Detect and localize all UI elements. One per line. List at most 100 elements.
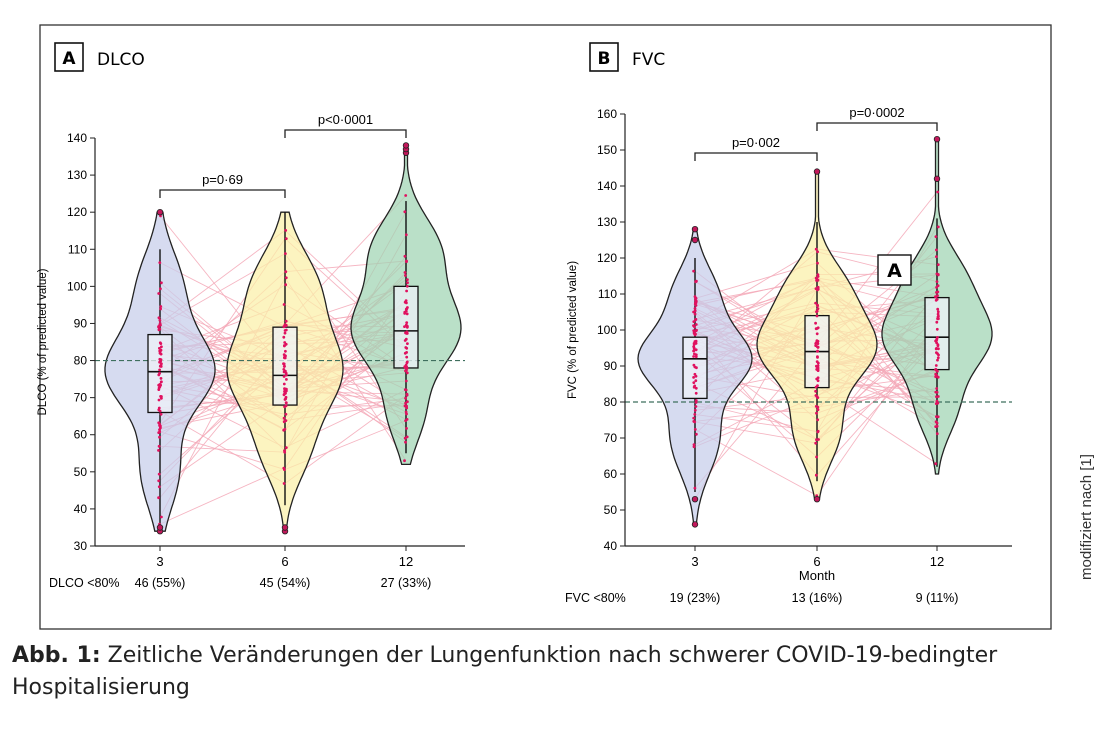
data-point bbox=[936, 358, 939, 362]
data-point bbox=[282, 303, 286, 306]
data-point bbox=[284, 371, 288, 375]
data-point bbox=[816, 345, 820, 349]
data-point bbox=[160, 345, 163, 349]
x-tick-label: 3 bbox=[156, 554, 163, 569]
data-point bbox=[935, 327, 939, 331]
y-tick-label: 80 bbox=[604, 395, 618, 409]
data-point bbox=[282, 482, 286, 485]
y-tick-label: 60 bbox=[74, 428, 88, 442]
data-point bbox=[815, 360, 819, 363]
data-point bbox=[934, 298, 938, 302]
outlier-point bbox=[813, 168, 821, 175]
caption-text: Zeitliche Veränderungen der Lungenfunkti… bbox=[12, 643, 998, 700]
data-point bbox=[283, 331, 287, 335]
data-point bbox=[692, 445, 696, 449]
data-point bbox=[935, 280, 939, 283]
data-point bbox=[157, 479, 161, 483]
data-point bbox=[157, 373, 161, 377]
data-point bbox=[158, 435, 161, 439]
data-point bbox=[284, 328, 288, 332]
data-point bbox=[284, 283, 288, 287]
y-axis-label: FVC (% of predicted value) bbox=[567, 261, 579, 399]
data-point bbox=[816, 261, 819, 265]
data-point bbox=[158, 319, 162, 322]
data-point bbox=[692, 443, 696, 446]
data-point bbox=[282, 365, 286, 368]
data-point bbox=[157, 398, 161, 402]
data-point bbox=[936, 190, 940, 194]
table-row-label: FVC <80% bbox=[565, 591, 626, 605]
data-point bbox=[693, 352, 696, 356]
data-point bbox=[934, 372, 938, 376]
caption-label: Abb. 1: bbox=[12, 643, 101, 668]
data-point bbox=[284, 237, 288, 241]
data-point bbox=[693, 428, 697, 431]
x-tick-label: 12 bbox=[399, 554, 413, 569]
data-point bbox=[284, 419, 288, 422]
comparison-bracket: p=0·002 bbox=[694, 135, 818, 161]
data-point bbox=[692, 320, 696, 323]
data-point bbox=[934, 420, 938, 424]
data-point bbox=[693, 307, 697, 310]
comparison-bracket: p<0·0001 bbox=[284, 112, 407, 138]
data-point bbox=[283, 450, 287, 454]
comparison-bracket: p=0·69 bbox=[159, 172, 286, 198]
data-point bbox=[406, 278, 409, 281]
data-point bbox=[692, 355, 695, 358]
data-point bbox=[158, 360, 162, 364]
data-point bbox=[405, 393, 409, 397]
panel-title: DLCO bbox=[97, 50, 145, 70]
y-tick-label: 70 bbox=[74, 391, 88, 405]
p-value-label: p<0·0001 bbox=[318, 112, 373, 127]
data-point bbox=[404, 440, 407, 444]
data-point bbox=[284, 323, 288, 327]
outlier-point bbox=[691, 225, 699, 233]
data-point bbox=[159, 383, 163, 387]
data-point bbox=[816, 307, 820, 310]
y-tick-label: 50 bbox=[604, 503, 618, 517]
data-point bbox=[935, 347, 938, 350]
y-tick-label: 130 bbox=[597, 215, 617, 229]
data-point bbox=[936, 225, 940, 229]
data-point bbox=[405, 259, 408, 263]
table-value: 27 (33%) bbox=[381, 576, 432, 590]
data-point bbox=[158, 261, 162, 264]
data-point bbox=[816, 418, 820, 422]
data-point bbox=[404, 379, 408, 383]
data-point bbox=[158, 349, 162, 353]
figure-caption: Abb. 1: Zeitliche Veränderungen der Lung… bbox=[12, 640, 1052, 704]
data-point bbox=[404, 233, 408, 237]
panel-fvc: B FVC 40 50 60 70 80 90 100 110 120 130 140 150 160 3 6 1… bbox=[565, 42, 1012, 605]
data-point bbox=[935, 255, 938, 258]
data-point bbox=[157, 328, 161, 332]
data-point bbox=[936, 343, 940, 347]
data-point bbox=[158, 368, 162, 372]
data-point bbox=[692, 349, 696, 352]
data-point bbox=[816, 339, 820, 343]
outlier-point bbox=[933, 135, 941, 143]
data-point bbox=[814, 287, 818, 290]
data-point bbox=[404, 388, 408, 392]
data-point bbox=[405, 321, 409, 324]
data-point bbox=[405, 365, 409, 369]
boxplot-month-6 bbox=[804, 168, 830, 503]
data-point bbox=[693, 413, 697, 416]
data-point bbox=[816, 286, 820, 290]
data-point bbox=[406, 342, 409, 345]
boxplot-month-12 bbox=[393, 142, 419, 463]
data-point bbox=[936, 375, 940, 379]
data-point bbox=[693, 384, 697, 388]
panel-dlco: A DLCO 30 40 50 60 70 80 90 100 110 120 130 140 3 6 12 DL… bbox=[37, 42, 465, 590]
data-point bbox=[284, 349, 287, 353]
data-point bbox=[816, 396, 820, 399]
data-point bbox=[282, 368, 286, 371]
data-point bbox=[936, 317, 939, 321]
data-point bbox=[284, 270, 288, 274]
outlier-point bbox=[691, 236, 699, 244]
data-point bbox=[404, 419, 407, 422]
data-point bbox=[158, 423, 162, 426]
data-point bbox=[815, 314, 819, 318]
y-tick-label: 140 bbox=[67, 131, 87, 145]
data-point bbox=[936, 263, 940, 266]
